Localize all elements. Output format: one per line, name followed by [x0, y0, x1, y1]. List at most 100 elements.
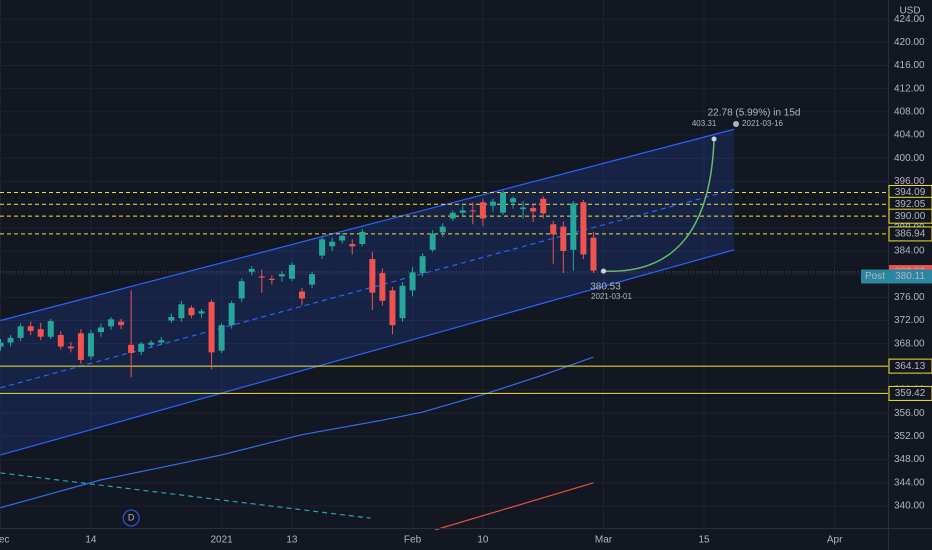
projection-end: [711, 136, 717, 142]
candle-body: [349, 244, 356, 247]
candle-body: [158, 340, 165, 343]
candle-body: [238, 281, 245, 299]
post-price-label: 380.11: [895, 271, 925, 282]
candle-body: [339, 235, 346, 241]
candle-body: [489, 201, 496, 206]
channel-fill: [0, 129, 735, 455]
y-tick-label: 348.00: [894, 454, 925, 465]
candle-body: [218, 325, 225, 351]
level-label: 394.09: [895, 187, 926, 198]
candle-body: [178, 304, 185, 319]
candle-body: [188, 307, 195, 316]
x-tick-label: Feb: [404, 535, 422, 546]
candle-body: [7, 337, 14, 343]
indicator-line: [0, 472, 371, 519]
level-label-box: [888, 358, 932, 374]
candle-body: [379, 272, 386, 301]
candle-body: [409, 272, 416, 291]
indicator-line: [435, 482, 594, 531]
candle-body: [500, 192, 506, 213]
candle-body: [329, 241, 336, 247]
candle-body: [0, 342, 4, 347]
y-tick-label: 376.00: [894, 292, 925, 303]
y-tick-label: 400.00: [894, 153, 925, 164]
candle-body: [520, 207, 527, 210]
indicator-line: [0, 356, 594, 509]
projection-end-date: 2021-03-16: [742, 119, 783, 128]
y-tick-label: 424.00: [894, 14, 925, 25]
candle-body: [148, 342, 155, 345]
candle-body: [439, 226, 446, 233]
candle-body: [37, 329, 44, 337]
candle-body: [319, 239, 326, 256]
y-tick-label: 404.00: [894, 130, 925, 141]
candle-body: [479, 202, 486, 219]
channel-mid: [0, 188, 735, 389]
candle-body: [550, 224, 557, 235]
candle-body: [359, 231, 366, 245]
candle-body: [87, 333, 94, 357]
candle-body: [248, 268, 255, 272]
candle-body: [288, 264, 295, 279]
clock-icon: [733, 121, 740, 128]
post-price-box: [861, 269, 932, 284]
projection-end-value: 403.31: [692, 119, 717, 128]
candle-body: [419, 256, 426, 273]
level-label: 390.00: [895, 211, 926, 222]
candle-body: [299, 291, 305, 299]
level-label: 359.42: [895, 388, 926, 399]
candle-body: [258, 276, 265, 278]
y-tick-label: 416.00: [894, 60, 925, 71]
y-tick-label: 340.00: [894, 501, 925, 512]
x-tick-label: 2021: [210, 535, 233, 546]
level-label-box: [888, 208, 932, 224]
level-label-box: [888, 226, 932, 242]
x-tick-label: 14: [85, 535, 97, 546]
candle-body: [27, 326, 34, 331]
y-tick-label: 420.00: [894, 37, 925, 48]
y-tick-label: 408.00: [894, 107, 925, 118]
projection-curve: [603, 139, 715, 272]
level-label: 364.13: [895, 361, 926, 372]
x-tick-label: 10: [477, 535, 489, 546]
candle-body: [128, 344, 135, 353]
x-tick-label: 15: [698, 535, 710, 546]
axes: 340.00344.00348.00352.00356.00360.00364.…: [0, 14, 932, 546]
candle-body: [168, 317, 175, 321]
candle-body: [570, 203, 577, 250]
candle-body: [369, 259, 376, 293]
x-tick-label: Dec: [0, 535, 9, 546]
candle-body: [57, 334, 64, 347]
dividend-marker: [122, 509, 140, 527]
x-tick-label: Mar: [595, 535, 613, 546]
candle-body: [278, 274, 285, 277]
channel-upper: [0, 128, 735, 322]
candle-body: [17, 326, 24, 338]
candle-body: [118, 321, 125, 326]
channel-lower: [0, 249, 735, 456]
level-label: 386.94: [895, 229, 926, 240]
candle-body: [530, 208, 537, 212]
y-tick-label: 352.00: [894, 431, 925, 442]
candle-body: [389, 290, 396, 326]
candle-body: [580, 202, 587, 255]
currency: USD: [899, 6, 920, 17]
grid: [0, 0, 888, 528]
y-tick-label: 396.00: [894, 176, 925, 187]
dividend-marker-label: D: [128, 512, 135, 522]
projection-start-date: 2021-03-01: [591, 292, 632, 301]
candle-body: [268, 278, 275, 280]
y-tick-label: 356.00: [894, 408, 925, 419]
candle-body: [198, 311, 205, 314]
y-tick-label: 344.00: [894, 477, 925, 488]
candle-body: [399, 285, 406, 319]
x-tick-label: Apr: [827, 535, 843, 546]
candle-body: [309, 274, 316, 285]
candles: [0, 190, 597, 378]
candle-body: [449, 212, 456, 219]
post-label: Post: [865, 271, 885, 282]
candle-body: [510, 198, 517, 203]
y-tick-label: 372.00: [894, 315, 925, 326]
level-label: 392.05: [895, 199, 926, 210]
